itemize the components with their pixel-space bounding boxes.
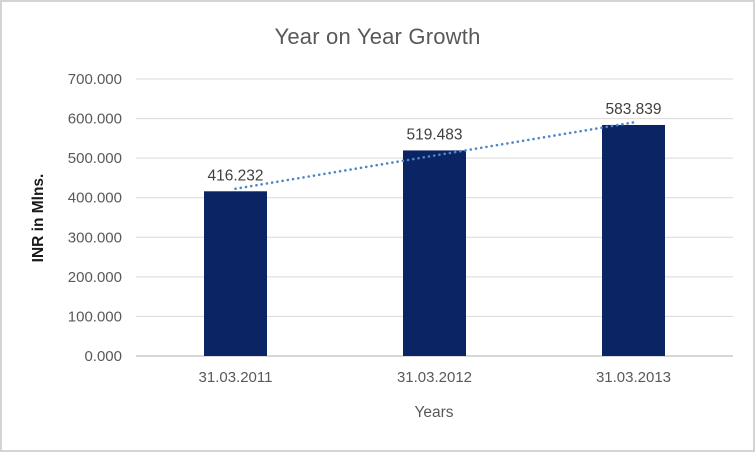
bar [204, 191, 267, 356]
y-tick-label: 100.000 [68, 308, 122, 325]
trendline [234, 121, 635, 191]
x-category-label: 31.03.2011 [199, 369, 273, 386]
bar-data-label: 519.483 [406, 126, 462, 143]
y-tick-label: 200.000 [68, 269, 122, 286]
chart-title: Year on Year Growth [274, 24, 481, 49]
x-axis-title: Years [414, 404, 454, 421]
y-tick-label: 600.000 [68, 111, 122, 128]
x-category-label: 31.03.2012 [397, 369, 472, 386]
bar [602, 124, 665, 356]
y-tick-label: 700.000 [68, 71, 122, 88]
x-category-label: 31.03.2013 [596, 369, 671, 386]
y-tick-label: 500.000 [68, 150, 122, 167]
bar-data-label: 583.839 [605, 101, 661, 118]
bar [403, 150, 466, 356]
y-tick-label: 400.000 [68, 190, 122, 207]
y-tick-label: 300.000 [68, 229, 122, 246]
bar-data-label: 416.232 [207, 167, 263, 184]
y-tick-label: 0.000 [84, 348, 122, 365]
